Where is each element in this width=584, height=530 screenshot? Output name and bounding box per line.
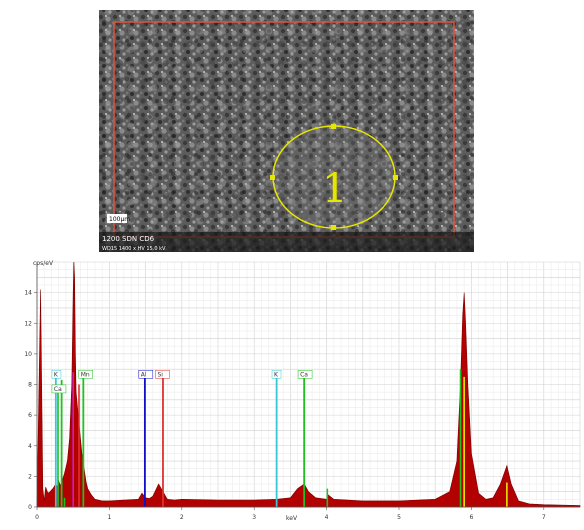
y-tick-label: 10 (24, 351, 32, 358)
y-axis-label: cps/eV (33, 260, 54, 267)
x-tick-label: 7 (542, 514, 546, 521)
x-tick-label: 2 (180, 514, 184, 521)
x-tick-label: 4 (325, 514, 329, 521)
element-marker-label: Ca (300, 371, 308, 378)
chart-grid (37, 262, 580, 507)
x-axis-label: keV (286, 515, 298, 522)
element-marker-label: Mn (81, 371, 90, 378)
element-marker-label: Al (141, 371, 147, 378)
y-tick-label: 4 (28, 443, 32, 450)
y-tick-label: 0 (28, 504, 32, 511)
x-tick-label: 1 (107, 514, 111, 521)
y-tick-label: 14 (24, 290, 32, 297)
y-tick-label: 6 (28, 412, 32, 419)
x-tick-label: 5 (397, 514, 401, 521)
element-marker-label: Ca (54, 386, 62, 393)
element-marker-label: Si (157, 371, 163, 378)
y-tick-label: 2 (28, 473, 32, 480)
x-tick-label: 3 (252, 514, 256, 521)
x-tick-label: 6 (469, 514, 473, 521)
y-tick-label: 8 (28, 382, 32, 389)
x-tick-label: 0 (35, 514, 39, 521)
y-tick-label: 12 (24, 320, 32, 327)
